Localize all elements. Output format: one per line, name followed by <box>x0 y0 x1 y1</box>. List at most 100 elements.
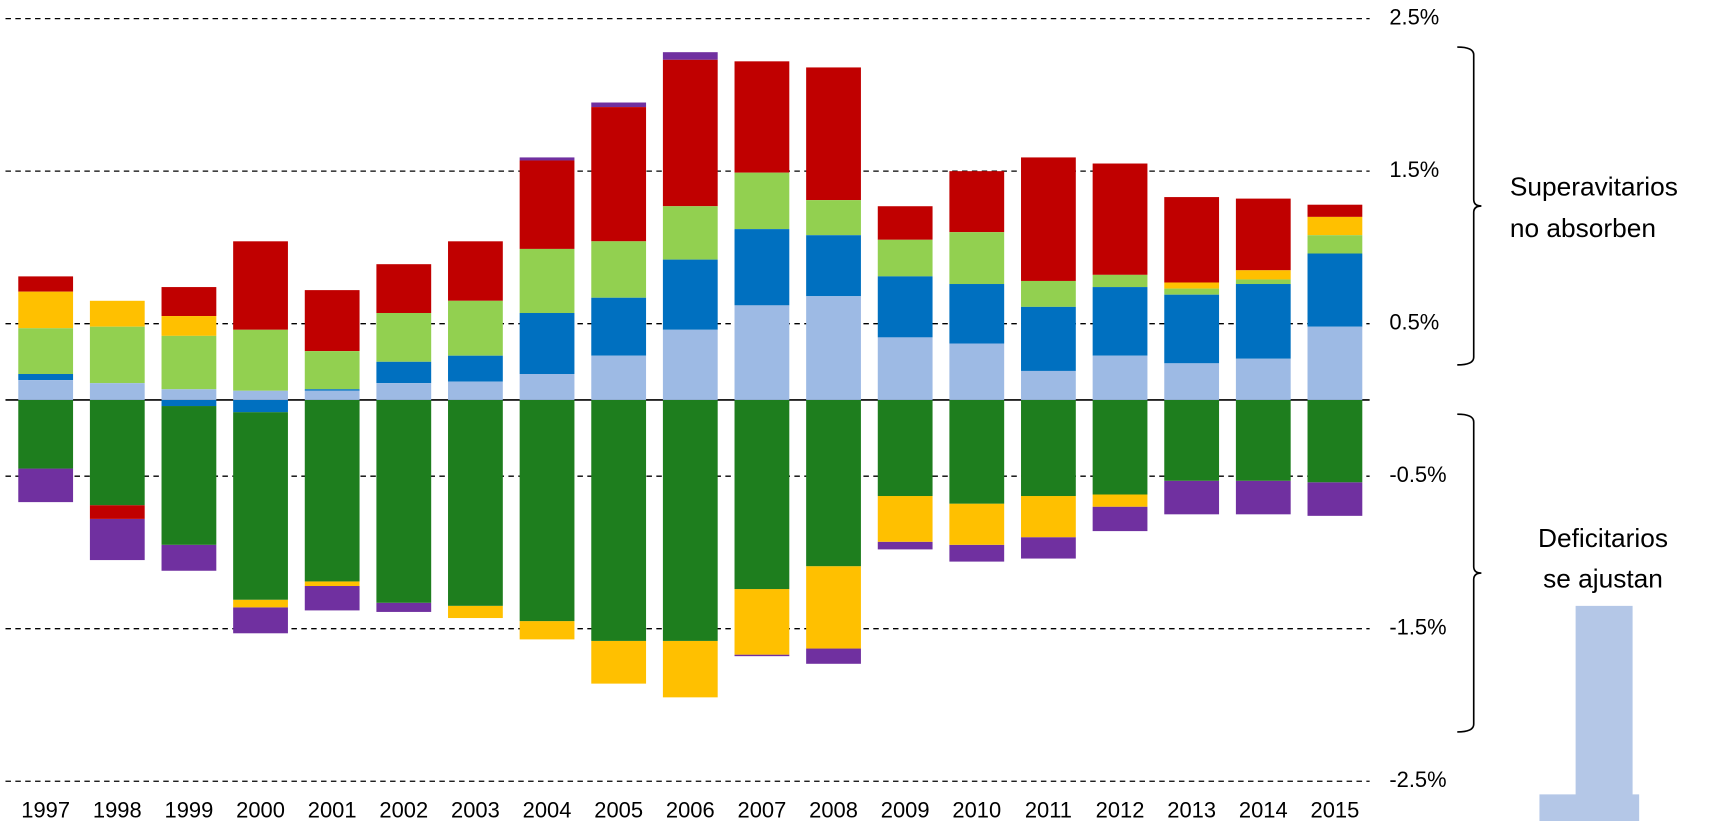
x-tick-label: 2004 <box>523 798 572 821</box>
bar-segment <box>877 206 933 240</box>
bar-segment <box>1021 399 1076 497</box>
x-tick-label: 2003 <box>451 798 500 821</box>
bar-segment <box>877 541 933 550</box>
bar-segment <box>233 390 288 400</box>
bar-segment <box>949 399 1005 504</box>
bar-segment <box>662 399 718 641</box>
bar-segment <box>1235 279 1291 285</box>
bar-segment <box>806 566 861 649</box>
x-tick-label: 2011 <box>1025 798 1072 821</box>
bar-segment <box>734 399 790 590</box>
bar-segment <box>662 59 718 207</box>
bar-segment <box>89 383 145 400</box>
annotation: Superavitarios <box>1510 171 1678 201</box>
bracket <box>1457 413 1482 733</box>
annotation: no absorben <box>1510 213 1656 243</box>
bar-segment <box>877 496 933 542</box>
y-tick-label: 2.5% <box>1389 4 1439 29</box>
bar-segment <box>376 361 432 384</box>
bar-segment <box>949 232 1005 285</box>
bar-segment <box>734 654 790 657</box>
bar-segment <box>304 586 360 611</box>
bar-segment <box>89 300 145 327</box>
bar-segment <box>1235 284 1291 359</box>
bar-segment <box>89 505 145 519</box>
bar-segment <box>376 383 432 400</box>
bar-segment <box>304 581 360 587</box>
bar-segment <box>591 107 647 242</box>
x-tick-label: 2002 <box>379 798 428 821</box>
bar-segment <box>734 305 790 400</box>
annotation: se ajustan <box>1543 564 1663 594</box>
bar-segment <box>734 589 790 655</box>
bar-segment <box>519 374 575 400</box>
bar-segment <box>519 399 575 622</box>
bar-segment <box>161 406 217 545</box>
bar-segment <box>734 61 790 173</box>
bar-segment <box>1092 274 1148 288</box>
bar-segment <box>1092 506 1148 532</box>
bar-segment <box>734 229 790 306</box>
bar-segment <box>89 518 145 561</box>
x-tick-label: 1998 <box>93 798 142 821</box>
x-tick-label: 2014 <box>1239 798 1288 821</box>
bar-segment <box>662 259 718 330</box>
bar-segment <box>591 297 647 356</box>
bar-segment <box>1164 480 1220 515</box>
bar-segment <box>304 290 360 352</box>
bar-segment <box>1307 216 1363 236</box>
bar-segment <box>949 343 1005 400</box>
bar-segment <box>1021 370 1076 400</box>
bar-segment <box>519 621 575 640</box>
bar-segment <box>1307 235 1363 254</box>
bar-segment <box>161 335 217 390</box>
bar-segment <box>1164 294 1220 364</box>
bar-segment <box>877 337 933 400</box>
bar-segment <box>161 389 217 400</box>
bar-segment <box>806 648 861 664</box>
plot: -2.5% -1.5% -0.5% 0.5% 1.5% 2.5% 2015 2014 2013 2… <box>5 4 1678 821</box>
y-tick-label: -1.5% <box>1389 614 1446 639</box>
bar-segment <box>519 248 575 313</box>
bar-segment <box>949 503 1005 545</box>
x-tick-label: 2015 <box>1311 798 1360 821</box>
bar-segment <box>233 599 288 608</box>
x-tick-label: 1997 <box>21 798 70 821</box>
bar-segment <box>806 399 861 567</box>
bar-segment <box>1307 399 1363 483</box>
bar-segment <box>1307 204 1363 217</box>
bar-segment <box>376 602 432 612</box>
x-tick-label: 2001 <box>308 798 357 821</box>
bar-segment <box>376 312 432 362</box>
bar-segment <box>877 399 933 497</box>
bar-segment <box>1235 270 1291 280</box>
bar-segment <box>662 640 718 698</box>
bar-segment <box>949 171 1005 233</box>
x-tick-label: 2012 <box>1096 798 1145 821</box>
y-tick-label: -2.5% <box>1389 767 1446 792</box>
bar-segment <box>448 355 503 382</box>
bar-segment <box>591 355 647 400</box>
bar-segment <box>806 296 861 400</box>
bar-segment <box>1164 197 1220 283</box>
annotation: Deficitarios <box>1538 523 1668 553</box>
bar-segment <box>161 399 217 407</box>
bar-segment <box>448 399 503 606</box>
bar-segment <box>877 276 933 338</box>
bar-segment <box>519 160 575 249</box>
bar-segment <box>18 291 74 329</box>
bar-segment <box>376 399 432 603</box>
y-tick-label: 1.5% <box>1389 157 1439 182</box>
bar-segment <box>1092 399 1148 495</box>
x-tick-label: 2006 <box>666 798 715 821</box>
bar-segment <box>1164 282 1220 289</box>
bar-segment <box>1164 399 1220 481</box>
bar-segment <box>1235 358 1291 400</box>
bar-segment <box>519 312 575 375</box>
bar-segment <box>1164 288 1220 295</box>
bar-segment <box>233 329 288 391</box>
bar-segment <box>18 468 74 503</box>
x-tick-label: 2009 <box>881 798 930 821</box>
bar-segment <box>949 544 1005 562</box>
bar-segment <box>591 399 647 641</box>
